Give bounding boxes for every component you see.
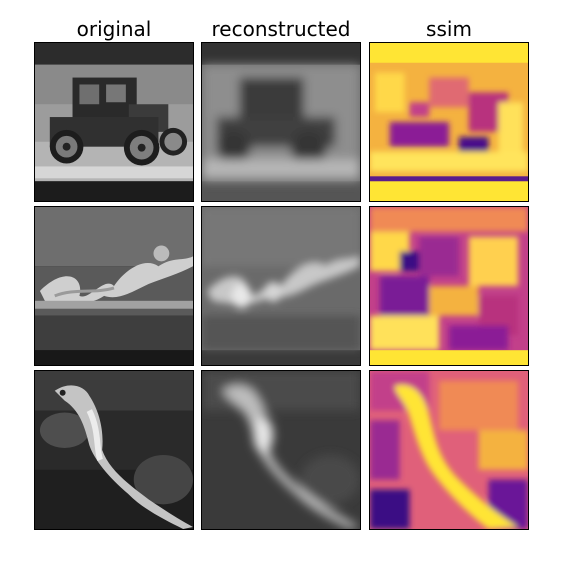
- reconstructed-image-car: [201, 42, 361, 202]
- reconstructed-image-snake: [201, 206, 361, 366]
- original-image-seahorse: [34, 370, 194, 530]
- ssim-map-car: [369, 42, 529, 202]
- ssim-map-seahorse: [369, 370, 529, 530]
- column-title-ssim: ssim: [426, 17, 472, 41]
- column-title-original: original: [76, 17, 152, 41]
- reconstructed-image-seahorse: [201, 370, 361, 530]
- column-title-reconstructed: reconstructed: [211, 17, 351, 41]
- original-image-car: [34, 42, 194, 202]
- ssim-map-snake: [369, 206, 529, 366]
- original-image-snake: [34, 206, 194, 366]
